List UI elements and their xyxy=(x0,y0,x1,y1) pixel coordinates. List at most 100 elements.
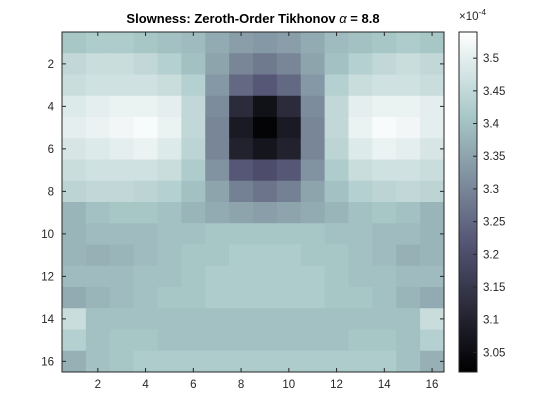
heatmap-cell xyxy=(205,329,230,352)
heatmap-cell xyxy=(85,74,111,97)
heatmap-cell xyxy=(348,74,373,97)
heatmap-cell xyxy=(181,74,206,97)
heatmap-cell xyxy=(300,265,326,288)
heatmap-cell xyxy=(420,95,445,118)
heatmap-cell xyxy=(109,159,135,182)
heatmap-cell xyxy=(420,202,445,224)
heatmap-cell xyxy=(420,265,445,288)
x-axis: 2 4 6 8 10 12 14 16 xyxy=(95,32,438,391)
heatmap-cell xyxy=(205,287,230,309)
heatmap-cell xyxy=(396,202,421,224)
heatmap-cell xyxy=(420,350,445,373)
colorbar-tick-label: 3.3 xyxy=(483,184,499,196)
heatmap-cell xyxy=(109,117,135,139)
heatmap-cell xyxy=(62,350,87,373)
heatmap-cell xyxy=(420,32,445,54)
heatmap-cell xyxy=(109,202,135,224)
heatmap-cell xyxy=(348,329,373,352)
heatmap-cell xyxy=(324,202,349,224)
heatmap-cell xyxy=(276,138,302,160)
heatmap-cell xyxy=(420,244,445,267)
x-tick-label: 12 xyxy=(330,379,343,391)
heatmap-cell xyxy=(276,308,302,330)
heatmap-cell xyxy=(181,329,206,352)
heatmap-cell xyxy=(205,74,230,97)
heatmap-cell xyxy=(300,117,326,139)
heatmap-cell xyxy=(229,287,254,309)
heatmap-cell xyxy=(300,74,326,97)
heatmap-cell xyxy=(372,329,397,352)
heatmap-cell xyxy=(205,95,230,118)
heatmap-cell xyxy=(253,223,278,245)
heatmap-cell xyxy=(62,265,87,288)
heatmap-cell xyxy=(300,95,326,118)
heatmap-cell xyxy=(372,117,397,139)
heatmap-cell xyxy=(372,95,397,118)
heatmap-cell xyxy=(276,244,302,267)
heatmap-cells xyxy=(62,32,445,373)
heatmap-cell xyxy=(229,95,254,118)
heatmap-cell xyxy=(396,308,421,330)
heatmap-cell xyxy=(420,308,445,330)
heatmap-cell xyxy=(109,138,135,160)
heatmap-cell xyxy=(253,117,278,139)
colorbar-tick-label: 3.45 xyxy=(483,86,505,98)
heatmap-cell xyxy=(133,74,158,97)
heatmap-cell xyxy=(181,223,206,245)
heatmap-cell xyxy=(300,350,326,373)
heatmap-cell xyxy=(276,265,302,288)
heatmap-cell xyxy=(85,223,111,245)
heatmap-cell xyxy=(181,350,206,373)
heatmap-cell xyxy=(420,138,445,160)
heatmap-cell xyxy=(324,159,349,182)
heatmap-cell xyxy=(62,244,87,267)
heatmap-cell xyxy=(205,308,230,330)
heatmap-cell xyxy=(229,329,254,352)
heatmap-cell xyxy=(133,329,158,352)
heatmap-cell xyxy=(157,244,182,267)
heatmap-cell xyxy=(372,53,397,75)
heatmap-cell xyxy=(157,180,182,203)
colorbar-tick-label: 3.4 xyxy=(483,119,500,131)
colorbar: 3.05 3.1 3.15 3.2 3.25 3.3 3.35 3.4 3.45 3.5 ×10-… xyxy=(458,7,505,373)
x-tick-label: 4 xyxy=(142,379,149,391)
heatmap-cell xyxy=(229,265,254,288)
heatmap-cell xyxy=(109,329,135,352)
heatmap-cell xyxy=(229,244,254,267)
heatmap-cell xyxy=(253,95,278,118)
heatmap-cell xyxy=(133,95,158,118)
heatmap-cell xyxy=(396,159,421,182)
heatmap-cell xyxy=(181,159,206,182)
heatmap-cell xyxy=(372,202,397,224)
heatmap-cell xyxy=(253,138,278,160)
heatmap-cell xyxy=(181,265,206,288)
heatmap-cell xyxy=(396,95,421,118)
heatmap-cell xyxy=(229,308,254,330)
heatmap-cell xyxy=(85,53,111,75)
plot-frame xyxy=(61,31,445,373)
heatmap-cell xyxy=(253,32,278,54)
heatmap-cell xyxy=(324,329,349,352)
heatmap-cell xyxy=(133,32,158,54)
heatmap-cell xyxy=(157,329,182,352)
heatmap-cell xyxy=(229,138,254,160)
heatmap-cell xyxy=(181,180,206,203)
y-tick-label: 6 xyxy=(48,144,54,156)
heatmap-cell xyxy=(109,180,135,203)
heatmap-cell xyxy=(229,350,254,373)
x-tick-label: 6 xyxy=(190,379,196,391)
heatmap-cell xyxy=(229,74,254,97)
heatmap-cell xyxy=(133,138,158,160)
heatmap-cell xyxy=(133,244,158,267)
heatmap-cell xyxy=(372,159,397,182)
heatmap-cell xyxy=(133,308,158,330)
heatmap-cell xyxy=(372,138,397,160)
heatmap-cell xyxy=(133,159,158,182)
heatmap-cell xyxy=(300,244,326,267)
heatmap-cell xyxy=(205,202,230,224)
heatmap-cell xyxy=(157,95,182,118)
heatmap-cell xyxy=(85,32,111,54)
heatmap-cell xyxy=(62,180,87,203)
heatmap-cell xyxy=(300,308,326,330)
